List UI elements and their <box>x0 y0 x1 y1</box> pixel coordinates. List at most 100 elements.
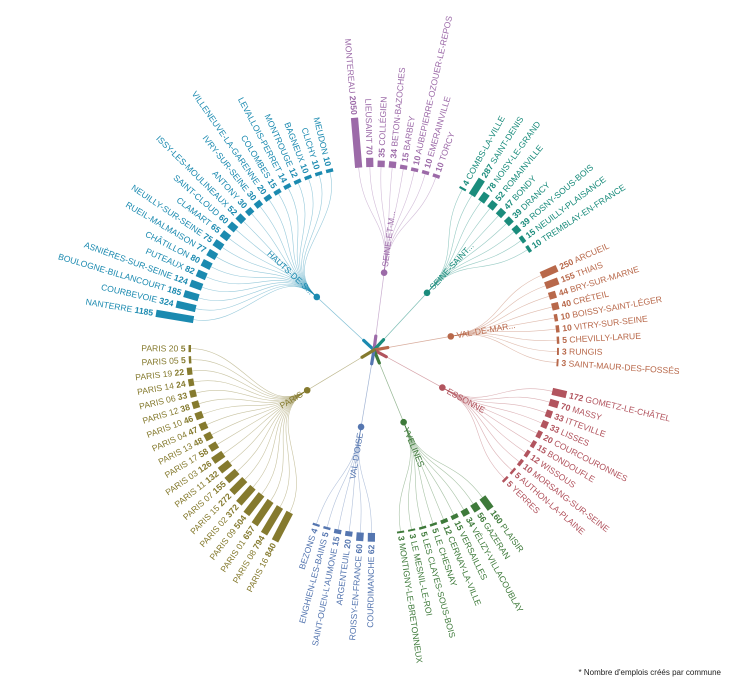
leaf-value: 20 <box>542 432 555 445</box>
leaf-bar <box>344 530 353 537</box>
leaf-link <box>426 240 521 293</box>
leaf-link <box>316 426 362 524</box>
leaf-value: 40 <box>560 298 572 310</box>
leaf-bar <box>529 439 538 449</box>
leaf-link <box>403 422 454 515</box>
leaf-link <box>193 286 317 321</box>
leaf-bar <box>271 510 293 543</box>
leaf-value: 38 <box>179 402 191 414</box>
leaf-bar <box>189 279 204 291</box>
leaf-bar <box>509 467 517 475</box>
leaf-value: 15 <box>452 519 465 532</box>
leaf-value: 10 <box>298 162 311 175</box>
leaf-bar <box>304 174 313 181</box>
leaf-value: 33 <box>548 422 561 435</box>
leaf-bar <box>459 185 467 192</box>
center-spokes <box>307 272 451 427</box>
leaf-bar <box>429 522 438 527</box>
leaf-bar <box>312 522 320 527</box>
leaf-bar <box>511 224 522 235</box>
leaf-link <box>304 172 332 298</box>
leaf-label: PARIS 20 5 <box>141 343 186 353</box>
leaf-link <box>442 387 550 403</box>
leaf-link <box>450 275 542 337</box>
leaf-link <box>326 426 362 528</box>
leaf-value: 47 <box>186 424 199 437</box>
leaf-value: 14 <box>276 171 289 184</box>
leaf-bar <box>245 206 255 217</box>
leaf-value: 48 <box>192 435 205 448</box>
leaf-bar <box>478 191 490 204</box>
leaf-label: 35 COLLÉGIEN <box>376 96 388 157</box>
leaf-link <box>403 422 413 530</box>
leaf-link <box>426 223 507 293</box>
leaf-link <box>357 426 362 533</box>
leaf-link <box>260 206 317 298</box>
leaf-value: 15 <box>266 177 280 191</box>
leaf-bar <box>323 526 331 531</box>
leaf-bar <box>544 277 560 290</box>
leaf-link <box>211 389 308 435</box>
leaf-bar <box>551 387 568 399</box>
leaf-bar <box>175 300 197 313</box>
leaf-link <box>403 422 483 498</box>
leaf-bar <box>189 389 197 398</box>
leaf-link <box>298 183 317 298</box>
leaf-bar <box>194 410 204 421</box>
leaf-value: 10 <box>562 322 573 333</box>
leaf-name: NANTERRE <box>85 297 134 315</box>
leaf-bar <box>468 177 485 198</box>
leaf-bar <box>487 199 498 211</box>
leaf-value: 24 <box>175 378 186 390</box>
leaf-bar <box>418 525 427 530</box>
leaf-value: 60 <box>354 543 365 554</box>
leaf-value: 5 <box>430 527 441 535</box>
leaf-link <box>268 199 317 298</box>
leaf-bar <box>263 193 273 203</box>
leaf-bar <box>243 492 265 517</box>
leaf-value: 34 <box>388 148 399 159</box>
leaf-name: LIEUSAINT <box>363 98 374 143</box>
leaf-value: 185 <box>166 284 183 298</box>
leaf-bar <box>350 117 363 168</box>
leaf-link <box>369 167 386 273</box>
leaf-bar <box>503 216 514 227</box>
leaf-value: 172 <box>568 390 584 403</box>
leaf-bar <box>187 378 195 387</box>
leaf-value: 3 <box>562 346 567 356</box>
leaf-bar <box>556 347 559 356</box>
leaf-value: 2050 <box>348 95 360 115</box>
leaf-link <box>223 389 308 455</box>
leaf-label: MONTEREAU 2050 <box>343 38 359 115</box>
group-node <box>439 384 446 391</box>
leaf-link <box>442 387 547 414</box>
leaf-link <box>442 387 538 434</box>
leaf-link <box>450 306 552 337</box>
leaf-link <box>279 389 308 508</box>
leaf-value: 10 <box>411 155 423 167</box>
leaf-bar <box>356 532 364 542</box>
leaf-link <box>261 389 308 495</box>
leaf-label: PARIS 19 22 <box>135 367 185 383</box>
leaf-value: 3 <box>561 358 567 368</box>
leaf-bar <box>551 301 560 311</box>
leaf-label: LIEUSAINT 70 <box>363 98 374 155</box>
leaf-label: 3 SAINT-MAUR-DES-FOSSÉS <box>561 358 680 376</box>
leaf-name: PARIS 20 <box>141 343 178 353</box>
leaf-link <box>426 249 528 293</box>
leaf-link <box>228 238 317 298</box>
leaf-name: COURDIMANCHE <box>365 556 376 628</box>
group-label: VAL-D'OISE <box>347 432 365 480</box>
leaf-bar <box>325 168 334 174</box>
leaf-label: 3 RUNGIS <box>562 346 603 356</box>
leaf-bar <box>236 484 256 506</box>
leaf-value: 44 <box>557 286 569 298</box>
center-petal <box>360 348 376 359</box>
group-node <box>400 418 407 426</box>
leaf-link <box>198 389 308 404</box>
node-layer: HAUTS-DE-S...SEINE-ET-M... SEINE-SAINT...… <box>265 210 516 480</box>
leaf-label: PARIS 05 5 <box>141 355 186 367</box>
leaf-link <box>222 247 317 298</box>
leaf-value: 5 <box>181 355 187 365</box>
leaf-name: PARIS 05 <box>141 355 179 367</box>
